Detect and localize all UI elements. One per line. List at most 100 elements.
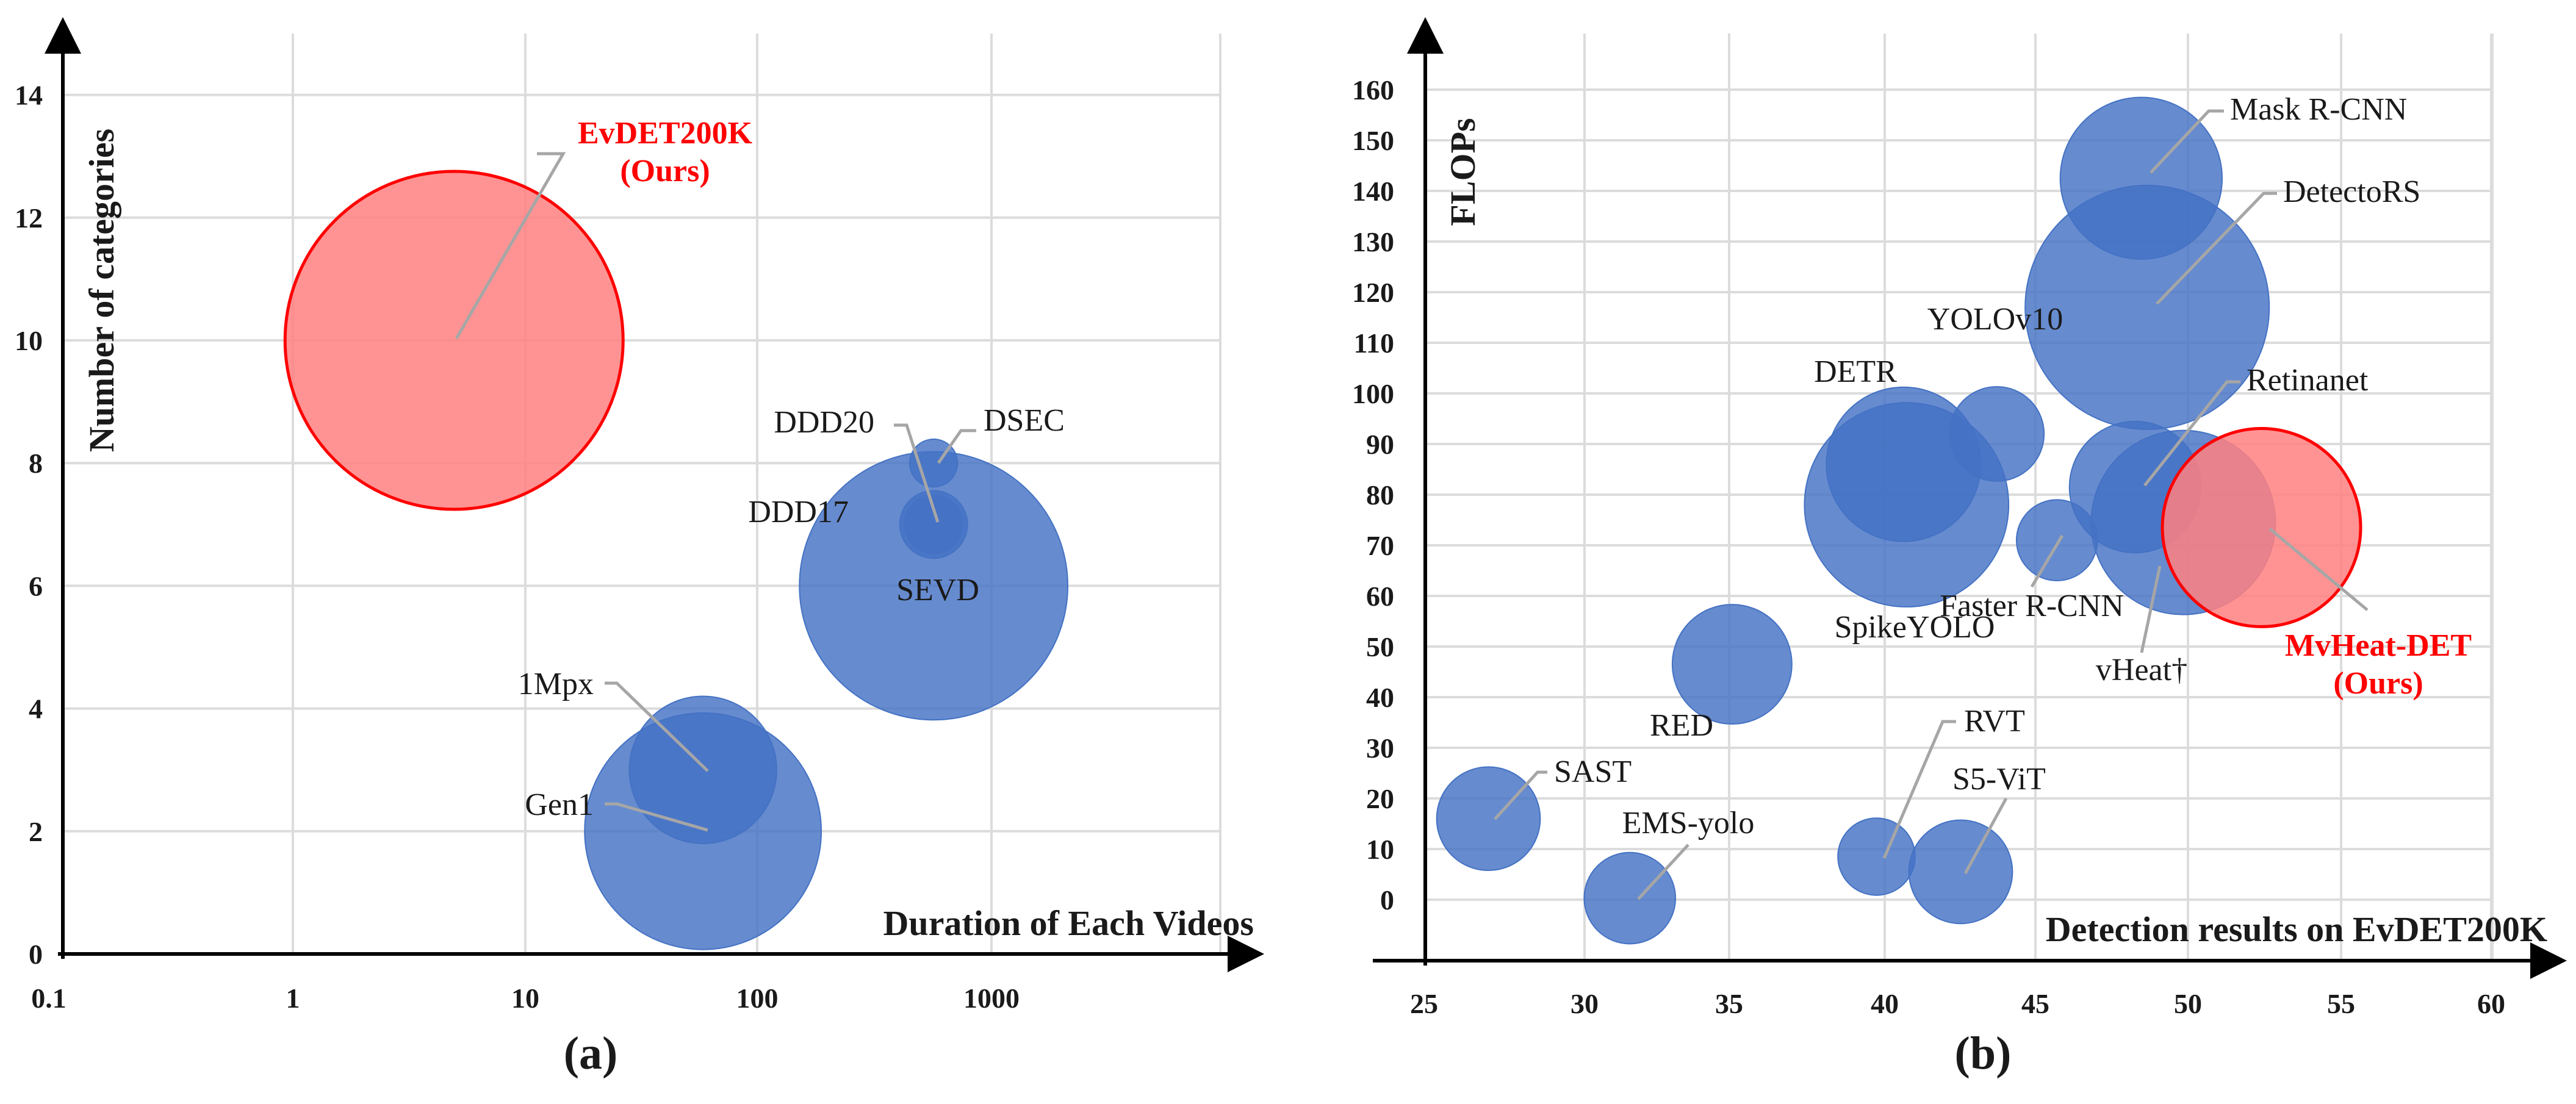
chart-b-x-tick-label: 35: [1715, 988, 1743, 1019]
bubble-evdet200k: [283, 170, 625, 511]
chart-b-x-tick-label: 45: [2021, 988, 2049, 1019]
chart-a-x-tick-label: 100: [736, 983, 779, 1014]
leader-line-s5-vit: [1963, 797, 2008, 875]
chart-b-y-tick-label: 100: [1352, 378, 1394, 409]
label-ddd20: DDD20: [774, 405, 874, 440]
label-faster-r-cnn: Faster R-CNN: [1940, 589, 2124, 623]
chart-b-y-tick-label: 70: [1366, 530, 1394, 561]
chart-b-x-axis-title: Detection results on EvDET200K: [2046, 909, 2547, 949]
bubble-mvheat-det: [2160, 426, 2362, 628]
bubble-sast: [1436, 766, 1541, 872]
chart-a-y-tick-label: 0: [29, 939, 43, 970]
chart-b-x-tick-label: 30: [1570, 988, 1599, 1019]
chart-b-y-ticks: 0 10 20 30 40 50 60 70 80 90 100 110 120 130 140 150 160: [1352, 74, 1394, 916]
chart-b-y-tick-label: 140: [1352, 176, 1394, 207]
chart-a-y-ticks: 0 2 4 6 8 10 12 14: [15, 80, 43, 970]
bubble-faster-r-cnn: [2015, 499, 2098, 582]
chart-b-x-tick-label: 55: [2327, 988, 2355, 1019]
label-evdet200k: EvDET200K: [578, 116, 753, 151]
label-yolov10: YOLOv10: [1927, 302, 2063, 337]
chart-a-x-axis-title: Duration of Each Videos: [883, 903, 1254, 943]
bubble-ddd17: [904, 494, 964, 554]
leader-line-mask-r-cnn: [2150, 109, 2224, 174]
label-s5-vit: S5-ViT: [1952, 762, 2046, 797]
label-retinanet: Retinanet: [2247, 363, 2369, 398]
chart-a-gridlines: [63, 34, 1221, 955]
chart-b-y-tick-label: 10: [1366, 834, 1394, 865]
label-mvheat-det-sub: (Ours): [2333, 666, 2423, 701]
chart-b-caption: (b): [1955, 1028, 2012, 1079]
chart-a-y-tick-label: 12: [15, 203, 43, 234]
leader-line-ems-yolo: [1637, 844, 1689, 900]
chart-b-y-tick-label: 90: [1366, 429, 1394, 460]
leader-line-sast: [1494, 770, 1547, 820]
label-detectors: DetectoRS: [2283, 174, 2420, 209]
label-spikeyolo: SpikeYOLO: [1835, 610, 1995, 645]
chart-b-x-tick-label: 25: [1410, 988, 1438, 1019]
label-dsec: DSEC: [984, 403, 1065, 438]
chart-b-bubbles: [1436, 96, 2362, 945]
chart-b-x-ticks: 25 30 35 40 45 50 55 60: [1410, 988, 2505, 1019]
label-mask-r-cnn: Mask R-CNN: [2230, 92, 2407, 127]
label-ems-yolo: EMS-yolo: [1622, 806, 1755, 841]
chart-b: 25 30 35 40 45 50 55 60 0 10 20 30 40 50 60 70 80 90 100 1…: [1352, 17, 2567, 1079]
chart-b-y-tick-label: 80: [1366, 479, 1394, 511]
chart-b-y-tick-label: 120: [1352, 277, 1394, 308]
chart-b-y-tick-label: 20: [1366, 783, 1394, 814]
chart-a-x-tick-label: 1: [286, 983, 300, 1014]
bubble-rvt: [1837, 817, 1916, 896]
leader-line-gen1: [605, 802, 708, 832]
chart-a-y-axis-title: Number of categories: [82, 129, 121, 452]
bubble-red: [1671, 604, 1793, 725]
label-sast: SAST: [1554, 755, 1632, 789]
chart-a-y-tick-label: 10: [15, 325, 43, 356]
leader-line-faster-r-cnn: [2030, 534, 2064, 588]
leader-line-dsec: [937, 429, 976, 464]
chart-a-y-tick-label: 8: [29, 448, 43, 479]
bubble-s5-vit: [1908, 819, 2013, 925]
label-mvheat-det: MvHeat-DET: [2285, 628, 2472, 663]
label-evdet200k-sub: (Ours): [620, 154, 710, 188]
label-red: RED: [1650, 708, 1713, 743]
chart-a: 0.1 1 10 100 1000 0 2 4 6 8 10 12 14 EvDET200K(Ours…: [15, 17, 1264, 1079]
chart-b-leader-lines: [1494, 109, 2369, 900]
chart-b-y-tick-label: 50: [1366, 631, 1394, 662]
chart-b-y-tick-label: 150: [1352, 125, 1394, 156]
leader-line-evdet200k: [455, 152, 566, 340]
label-detr: DETR: [1814, 354, 1897, 389]
chart-b-x-tick-label: 50: [2174, 988, 2202, 1019]
chart-b-y-tick-label: 110: [1354, 328, 1394, 359]
chart-a-x-tick-label: 1000: [963, 983, 1020, 1014]
chart-b-x-tick-label: 40: [1871, 988, 1899, 1019]
leader-line-ddd20: [894, 423, 940, 523]
chart-b-y-tick-label: 130: [1352, 226, 1394, 257]
chart-a-y-tick-label: 4: [29, 694, 43, 725]
chart-b-y-tick-label: 160: [1352, 74, 1394, 106]
chart-b-y-tick-label: 0: [1380, 884, 1394, 916]
label-vheat: vHeat†: [2096, 653, 2187, 687]
leader-line-1mpx: [605, 681, 709, 772]
label-1mpx: 1Mpx: [518, 667, 594, 701]
bubble-1mpx: [628, 695, 777, 844]
bubble-ems-yolo: [1583, 851, 1677, 945]
leader-line-detectors: [2156, 192, 2277, 305]
chart-a-x-tick-label: 0.1: [31, 983, 67, 1014]
chart-a-bubbles: [283, 170, 1069, 950]
label-rvt: RVT: [1964, 704, 2025, 739]
chart-a-point-labels: EvDET200K(Ours) DSEC DDD20 DDD17 SEVD 1Mpx Gen…: [518, 116, 1065, 822]
label-ddd17: DDD17: [748, 495, 849, 529]
chart-b-y-tick-label: 60: [1366, 581, 1394, 612]
chart-b-point-labels: Mask R-CNN DetectoRS YOLOv10 DETR Retinanet S…: [1554, 92, 2472, 841]
chart-b-x-tick-label: 60: [2477, 988, 2505, 1019]
chart-a-x-ticks: 0.1 1 10 100 1000: [31, 983, 1020, 1014]
bubble-yolov10: [1949, 385, 2045, 482]
chart-a-y-tick-label: 6: [29, 570, 43, 601]
leader-line-vheat: [2140, 565, 2162, 653]
chart-b-y-tick-label: 40: [1366, 682, 1394, 713]
chart-b-y-tick-label: 30: [1366, 733, 1394, 764]
leader-line-mvheat-det: [2268, 528, 2369, 611]
label-sevd: SEVD: [896, 573, 979, 608]
label-gen1: Gen1: [525, 787, 594, 822]
chart-b-y-axis-title: FLOPs: [1443, 118, 1483, 226]
